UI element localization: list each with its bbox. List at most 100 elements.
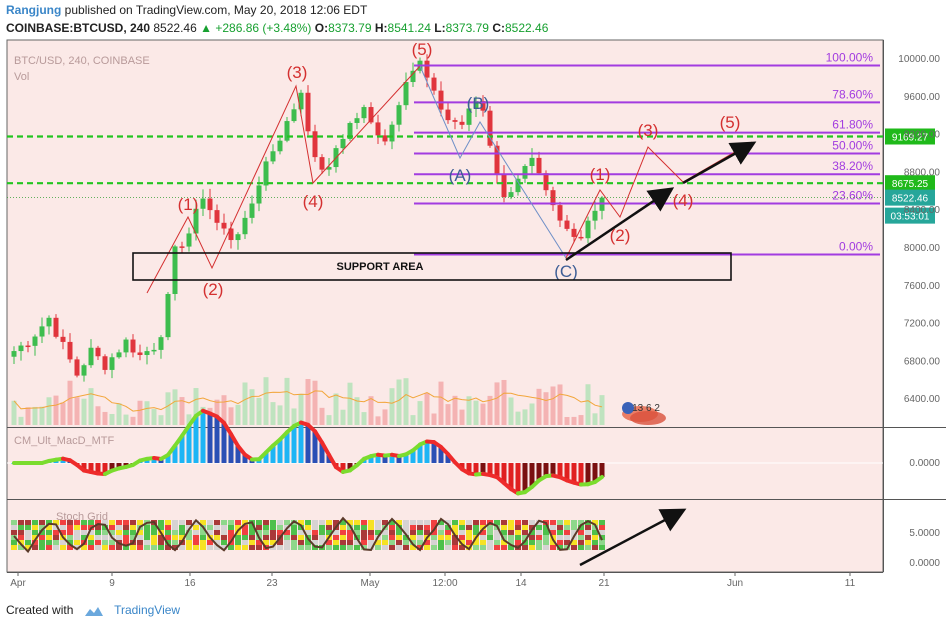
stoch-grid-cell (53, 540, 59, 545)
footer: Created with TradingView (6, 603, 180, 617)
candle-body (438, 90, 444, 110)
stoch-grid-cell (298, 530, 304, 535)
volume-bar (536, 388, 542, 425)
stoch-grid-cell (557, 520, 563, 525)
volume-bar (459, 409, 465, 425)
volume-bar (39, 406, 45, 425)
volume-bar (25, 407, 31, 425)
stoch-grid-cell (18, 535, 24, 540)
stoch-grid-cell (459, 525, 465, 530)
stoch-grid-cell (158, 520, 164, 525)
stoch-grid-cell (53, 545, 59, 550)
stoch-grid-cell (235, 525, 241, 530)
stoch-grid-cell (235, 540, 241, 545)
stoch-grid-cell (417, 540, 423, 545)
support-area-label: SUPPORT AREA (337, 261, 424, 273)
stoch-grid-cell (298, 535, 304, 540)
volume-bar (389, 388, 395, 425)
open-label: O: (314, 21, 329, 35)
volume-bar (375, 416, 381, 425)
stoch-grid-cell (144, 535, 150, 540)
time-tick-label: Apr (10, 578, 26, 589)
stoch-grid-cell (333, 545, 339, 550)
support-area-box[interactable] (132, 252, 732, 281)
time-tick-label: 16 (184, 578, 196, 589)
candle-body (459, 121, 465, 125)
fib-level-label: 23.60% (832, 189, 873, 203)
stoch-grid-cell (557, 530, 563, 535)
stoch-grid-cell (403, 540, 409, 545)
stoch-grid-cell (270, 535, 276, 540)
stoch-grid-cell (396, 545, 402, 550)
events-badge[interactable]: 13 6 2 (622, 402, 666, 425)
stoch-grid-cell (46, 525, 52, 530)
candle-body (39, 326, 45, 337)
stoch-grid-cell (228, 530, 234, 535)
stoch-grid-cell (515, 520, 521, 525)
stoch-grid-cell (102, 540, 108, 545)
volume-legend: Vol (14, 71, 29, 83)
trend-arrow-2[interactable] (682, 141, 757, 185)
stoch-grid-cell (354, 530, 360, 535)
stoch-grid-cell (452, 535, 458, 540)
author-link[interactable]: Rangjung (6, 3, 62, 17)
candle-body (396, 105, 402, 125)
stoch-grid-cell (81, 525, 87, 530)
stoch-grid-cell (459, 545, 465, 550)
stoch-grid-cell (25, 545, 31, 550)
corrective-wave-path[interactable] (419, 65, 567, 259)
macd-line-segment (229, 432, 240, 449)
macd-histogram-bar (102, 463, 108, 475)
stoch-grid-cell (18, 545, 24, 550)
main-pane-background (7, 40, 883, 427)
stoch-grid-cell (312, 535, 318, 540)
tradingview-link[interactable]: TradingView (114, 603, 181, 617)
stoch-grid-cell (529, 540, 535, 545)
candle-body (487, 110, 493, 146)
volume-bar (172, 389, 178, 425)
volume-bar (221, 395, 227, 425)
stoch-grid-cell (172, 540, 178, 545)
time-tick-label: 11 (845, 578, 856, 589)
macd-line-segment (593, 475, 604, 484)
candle-body (256, 185, 262, 204)
stoch-grid-cell (585, 520, 591, 525)
stoch-grid-cell (333, 520, 339, 525)
stoch-grid-cell (515, 540, 521, 545)
volume-bar (522, 409, 528, 425)
stoch-grid-cell (277, 545, 283, 550)
stoch-grid-cell (88, 530, 94, 535)
stoch-grid-cell (557, 535, 563, 540)
stoch-grid-cell (123, 525, 129, 530)
trend-arrow-1[interactable] (565, 187, 675, 262)
created-with-label: Created with (6, 603, 74, 617)
macd-histogram-bar (473, 463, 479, 475)
stoch-grid-cell (536, 520, 542, 525)
stoch-grid-cell (501, 520, 507, 525)
impulse-wave-path[interactable] (146, 65, 421, 294)
stoch-grid-cell (116, 545, 122, 550)
stoch-grid-cell (158, 545, 164, 550)
stoch-grid-cell (67, 525, 73, 530)
stoch-grid-cell (256, 520, 262, 525)
candle-body (214, 210, 220, 223)
stoch-grid-cell (599, 525, 605, 530)
candle-body (445, 109, 451, 121)
volume-bar (347, 382, 353, 425)
stoch-grid-cell (396, 525, 402, 530)
stoch-grid-cell (410, 540, 416, 545)
stoch-grid-cell (102, 545, 108, 550)
stoch-grid-cell (550, 520, 556, 525)
stoch-grid-cell (599, 520, 605, 525)
volume-bar (529, 403, 535, 425)
trend-arrow-stoch[interactable] (579, 508, 687, 567)
stoch-grid-cell (445, 520, 451, 525)
stoch-grid-cell (228, 545, 234, 550)
stoch-grid-cell (130, 545, 136, 550)
stoch-grid-cell (158, 540, 164, 545)
candle-body (193, 208, 199, 234)
stoch-grid-cell (585, 540, 591, 545)
candle-body (235, 234, 241, 241)
stoch-grid-cell (263, 540, 269, 545)
